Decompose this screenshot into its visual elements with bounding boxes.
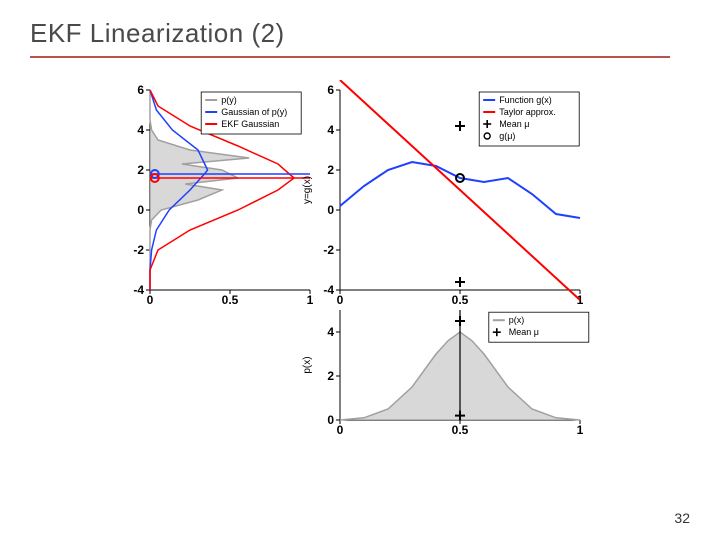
svg-text:Taylor approx.: Taylor approx. [499, 107, 556, 117]
svg-text:-4: -4 [133, 283, 144, 297]
svg-text:Mean μ: Mean μ [499, 119, 529, 129]
svg-text:2: 2 [327, 369, 334, 383]
svg-text:2: 2 [137, 163, 144, 177]
svg-text:p(y): p(y) [221, 95, 237, 105]
svg-text:-2: -2 [133, 243, 144, 257]
svg-text:g(μ): g(μ) [499, 131, 515, 141]
svg-text:Function g(x): Function g(x) [499, 95, 552, 105]
svg-text:4: 4 [327, 123, 334, 137]
svg-text:0: 0 [137, 203, 144, 217]
svg-text:p(x): p(x) [509, 315, 525, 325]
ekf-figure: 0 0.5 1 -4 -2 0 2 4 6 p(y) Gaussian of p(y) EKF Gau… [80, 80, 640, 480]
svg-text:0: 0 [327, 203, 334, 217]
svg-text:4: 4 [327, 325, 334, 339]
svg-text:2: 2 [327, 163, 334, 177]
slide-title: EKF Linearization (2) [30, 18, 285, 49]
svg-text:EKF Gaussian: EKF Gaussian [221, 119, 279, 129]
svg-text:y=g(x): y=g(x) [302, 176, 313, 204]
figure-area: 0 0.5 1 -4 -2 0 2 4 6 p(y) Gaussian of p(y) EKF Gau… [80, 80, 640, 480]
svg-text:Gaussian of p(y): Gaussian of p(y) [221, 107, 287, 117]
svg-text:1: 1 [307, 293, 314, 307]
svg-text:0.5: 0.5 [452, 423, 469, 437]
svg-text:0.5: 0.5 [222, 293, 239, 307]
svg-text:0: 0 [327, 413, 334, 427]
svg-text:4: 4 [137, 123, 144, 137]
svg-text:-4: -4 [323, 283, 334, 297]
svg-text:1: 1 [577, 293, 584, 307]
svg-text:-2: -2 [323, 243, 334, 257]
svg-text:0: 0 [337, 423, 344, 437]
title-underline [30, 56, 670, 58]
svg-text:0: 0 [147, 293, 154, 307]
svg-text:6: 6 [327, 83, 334, 97]
svg-text:Mean μ: Mean μ [509, 327, 539, 337]
svg-text:0.5: 0.5 [452, 293, 469, 307]
svg-text:p(x): p(x) [302, 356, 313, 373]
page-number: 32 [674, 510, 690, 526]
svg-text:0: 0 [337, 293, 344, 307]
svg-text:6: 6 [137, 83, 144, 97]
svg-text:1: 1 [577, 423, 584, 437]
